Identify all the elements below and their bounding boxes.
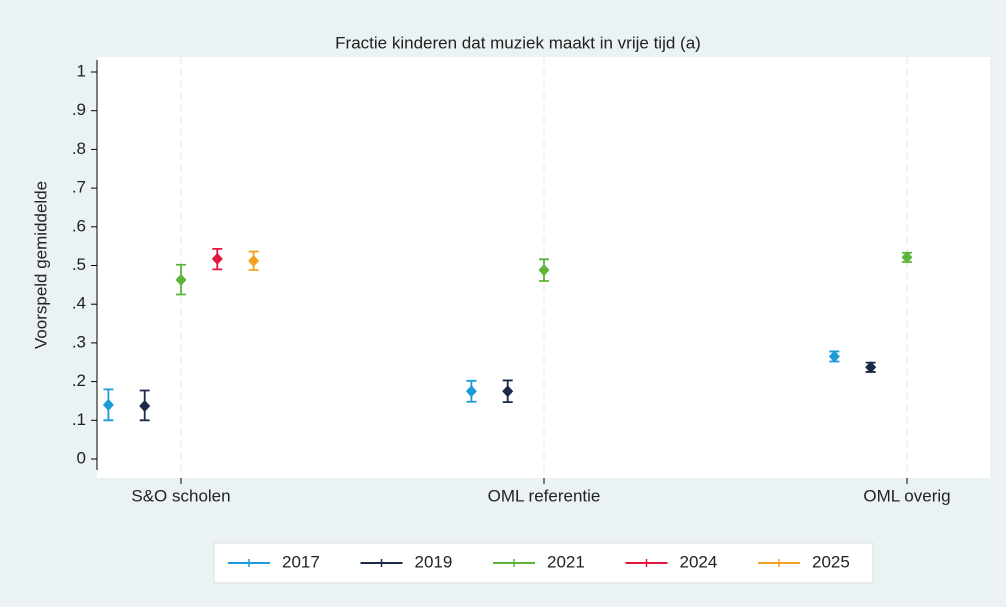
x-tick-label: OML overig	[863, 486, 950, 505]
marker	[465, 385, 477, 398]
marker	[211, 252, 223, 265]
y-tick-label: 1	[77, 61, 86, 80]
y-tick-label: .6	[72, 216, 86, 235]
y-tick-label: .3	[72, 332, 86, 351]
y-tick-label: .1	[72, 410, 86, 429]
chart-title: Fractie kinderen dat muziek maakt in vri…	[335, 33, 701, 52]
marker	[502, 385, 514, 398]
y-tick-label: .4	[72, 294, 86, 313]
marker	[248, 254, 260, 267]
y-tick-label: .7	[72, 178, 86, 197]
marker	[139, 399, 151, 412]
marker	[102, 398, 114, 411]
legend-label: 2021	[547, 552, 585, 571]
legend-label: 2017	[282, 552, 320, 571]
marker	[175, 273, 187, 286]
x-tick-label: OML referentie	[488, 486, 601, 505]
marker	[901, 251, 913, 264]
y-tick-label: .9	[72, 100, 86, 119]
y-axis-title: Voorspeld gemiddelde	[31, 181, 50, 349]
legend-label: 2019	[415, 552, 453, 571]
marker	[865, 361, 877, 374]
x-tick-label: S&O scholen	[131, 486, 230, 505]
y-tick-label: .5	[72, 255, 86, 274]
legend-label: 2025	[812, 552, 850, 571]
legend-label: 2024	[680, 552, 718, 571]
marker	[538, 264, 550, 277]
y-tick-label: .2	[72, 371, 86, 390]
marker	[828, 350, 840, 363]
y-tick-label: 0	[77, 448, 86, 467]
y-tick-label: .8	[72, 139, 86, 158]
